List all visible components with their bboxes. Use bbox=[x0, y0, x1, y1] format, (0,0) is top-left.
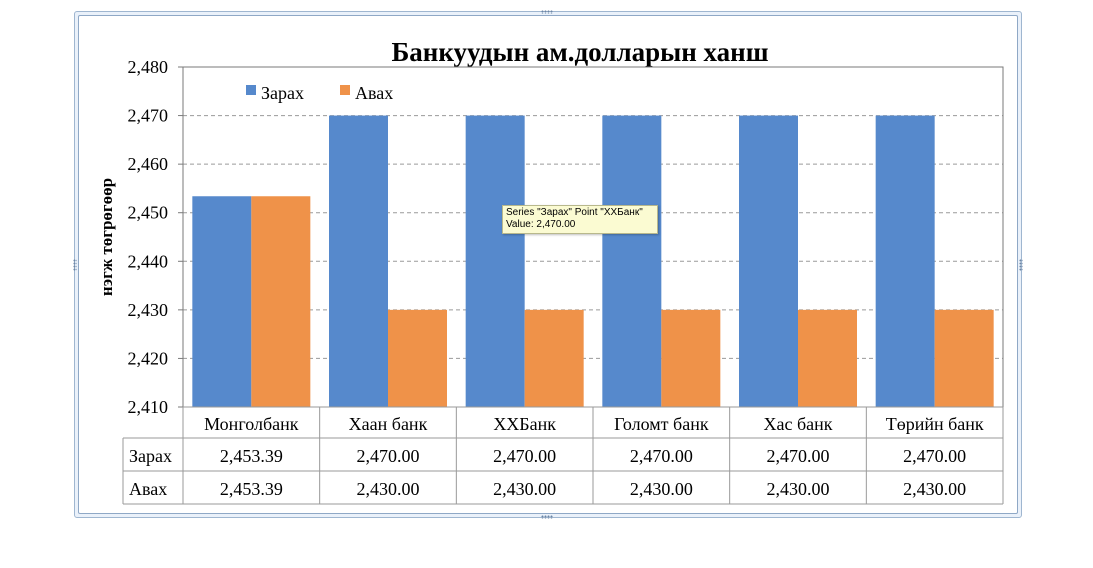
x-tick-label: Монголбанк bbox=[204, 414, 299, 434]
bar-series1 bbox=[465, 115, 525, 408]
tooltip-series-point: Series "Зарах" Point "ХХБанк" bbox=[506, 207, 643, 218]
resize-handle-bottom[interactable] bbox=[541, 515, 553, 519]
bar-series1 bbox=[875, 115, 935, 408]
y-tick-label: 2,450 bbox=[128, 203, 169, 223]
resize-handle-top[interactable] bbox=[541, 10, 553, 14]
bars bbox=[192, 115, 994, 408]
data-table: Монголбанк Хаан банк ХХБанк Голомт банк Хас … bbox=[122, 406, 1004, 505]
bar-series1 bbox=[329, 115, 388, 408]
x-tick-label: Төрийн банк bbox=[886, 414, 984, 434]
table-cell-value: 2,470.00 bbox=[767, 446, 830, 466]
legend-swatch bbox=[246, 85, 256, 95]
table-cell-value: 2,430.00 bbox=[630, 479, 693, 499]
axes: 2,410 2,420 2,430 2,440 2,450 2,460 2,470 2,480 bbox=[128, 57, 1004, 417]
bar-series2 bbox=[934, 309, 994, 407]
y-tick-label: 2,430 bbox=[128, 300, 169, 320]
legend-label: Авах bbox=[355, 83, 393, 103]
table-cell-value: 2,430.00 bbox=[357, 479, 420, 499]
y-axis-label: нэгж төгрөгөөр bbox=[97, 178, 116, 296]
table-cell-value: 2,470.00 bbox=[903, 446, 966, 466]
resize-handle-left[interactable] bbox=[73, 259, 77, 271]
y-tick-label: 2,460 bbox=[128, 154, 169, 174]
x-tick-label: Хаан банк bbox=[349, 414, 428, 434]
x-tick-label: ХХБанк bbox=[493, 414, 556, 434]
y-tick-label: 2,410 bbox=[128, 397, 169, 417]
chart-frame[interactable] bbox=[74, 11, 1022, 518]
table-cell-value: 2,453.39 bbox=[220, 479, 283, 499]
bar-series2 bbox=[251, 196, 311, 407]
chart-title: Банкуудын ам.долларын ханш bbox=[391, 37, 768, 67]
y-tick-label: 2,470 bbox=[128, 106, 169, 126]
table-cell-value: 2,470.00 bbox=[630, 446, 693, 466]
y-tick-label: 2,440 bbox=[128, 251, 169, 271]
bar-series2 bbox=[524, 309, 584, 407]
y-tick-label: 2,480 bbox=[128, 57, 169, 77]
legend-swatch bbox=[340, 85, 350, 95]
table-cell-value: 2,470.00 bbox=[493, 446, 556, 466]
bar-series1 bbox=[739, 115, 798, 408]
y-tick-label: 2,420 bbox=[128, 348, 169, 368]
legend-label: Зарах bbox=[261, 83, 304, 103]
bar-series2 bbox=[661, 309, 721, 407]
table-cell-value: 2,453.39 bbox=[220, 446, 283, 466]
bar-series1 bbox=[192, 196, 252, 407]
resize-handle-right[interactable] bbox=[1019, 259, 1023, 271]
bar-series2 bbox=[388, 309, 447, 407]
legend: Зарах Авах bbox=[246, 83, 393, 103]
table-cell-value: 2,470.00 bbox=[357, 446, 420, 466]
tooltip-value: Value: 2,470.00 bbox=[506, 219, 576, 230]
bar-series1 bbox=[602, 115, 662, 408]
bar-series2 bbox=[798, 309, 857, 407]
table-cell-value: 2,430.00 bbox=[493, 479, 556, 499]
x-tick-label: Голомт банк bbox=[614, 414, 709, 434]
data-point-tooltip: Series "Зарах" Point "ХХБанк" Value: 2,4… bbox=[502, 205, 658, 234]
x-tick-label: Хас банк bbox=[763, 414, 832, 434]
table-cell-value: 2,430.00 bbox=[767, 479, 830, 499]
table-series-name: Зарах bbox=[129, 446, 172, 466]
table-cell-value: 2,430.00 bbox=[903, 479, 966, 499]
table-series-name: Авах bbox=[129, 479, 167, 499]
